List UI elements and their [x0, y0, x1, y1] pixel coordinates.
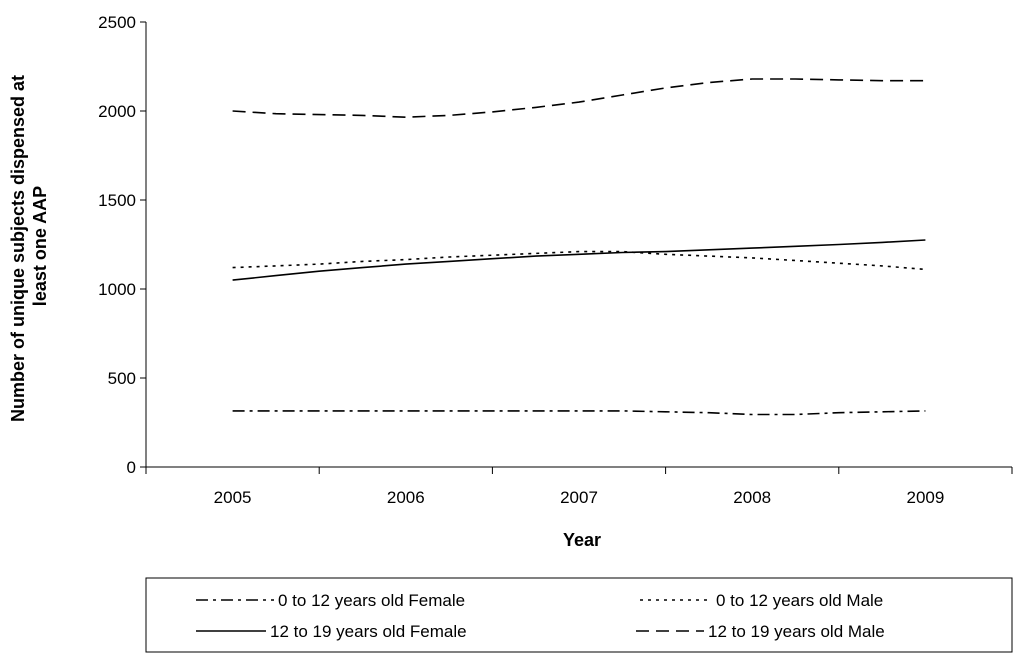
legend-label: 12 to 19 years old Female	[270, 622, 467, 641]
legend-label: 12 to 19 years old Male	[708, 622, 885, 641]
legend: 0 to 12 years old Female 0 to 12 years ol…	[145, 577, 1013, 653]
y-tick-label: 500	[108, 369, 136, 388]
legend-box	[145, 577, 1013, 653]
series-line	[232, 239, 926, 281]
x-tick-label: 2008	[733, 488, 771, 507]
y-tick-label: 2500	[98, 13, 136, 32]
series-line	[232, 410, 926, 416]
y-tick-label: 0	[127, 458, 136, 477]
y-tick-label: 2000	[98, 102, 136, 121]
y-axis-title-line-2: least one AAP	[30, 186, 50, 306]
x-axis: 2005 2006 2007 2008 2009	[145, 466, 1013, 507]
y-axis-title: Number of unique subjects dispensed at l…	[8, 70, 50, 422]
y-tick-label: 1500	[98, 191, 136, 210]
y-tick-label: 1000	[98, 280, 136, 299]
x-tick-label: 2007	[560, 488, 598, 507]
x-axis-title: Year	[563, 530, 601, 550]
series-line	[232, 250, 926, 271]
y-axis: 0 500 1000 1500 2000 2500	[98, 13, 147, 477]
legend-label: 0 to 12 years old Female	[278, 591, 465, 610]
legend-label: 0 to 12 years old Male	[716, 591, 883, 610]
series-line	[232, 78, 926, 119]
y-axis-title-line-1: Number of unique subjects dispensed at	[8, 75, 28, 422]
series-layer	[232, 78, 926, 416]
x-tick-label: 2005	[214, 488, 252, 507]
x-tick-label: 2006	[387, 488, 425, 507]
x-tick-label: 2009	[906, 488, 944, 507]
